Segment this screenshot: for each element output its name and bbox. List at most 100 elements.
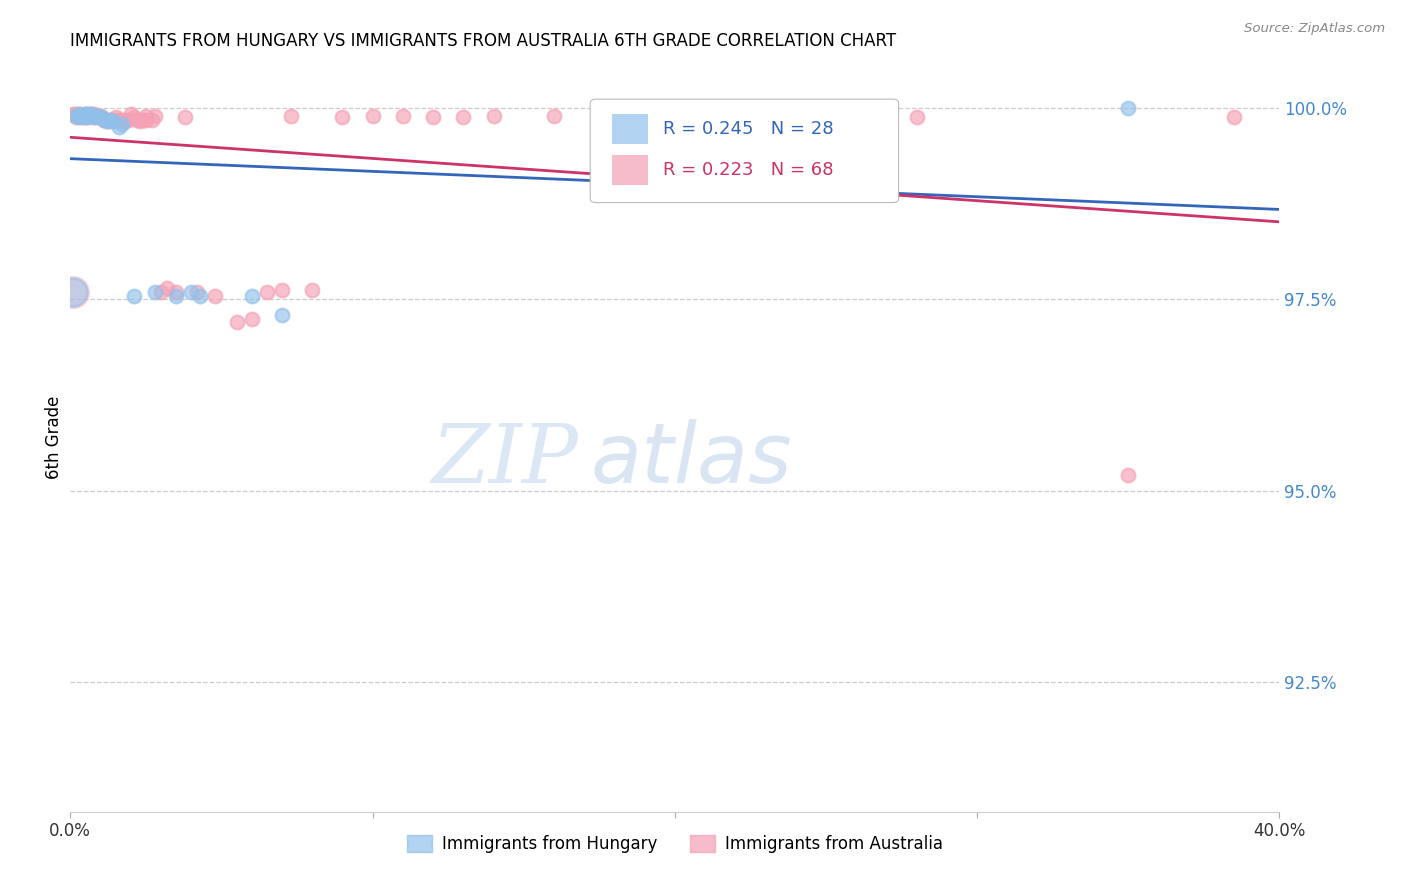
- Point: [1116, 101, 1139, 115]
- Point: [125, 112, 148, 127]
- Point: [72, 109, 94, 123]
- Point: [62, 285, 84, 299]
- Point: [104, 112, 127, 127]
- Point: [150, 285, 172, 299]
- Point: [240, 288, 263, 302]
- Point: [128, 114, 150, 128]
- Point: [90, 111, 111, 125]
- Point: [143, 285, 166, 299]
- Point: [165, 285, 187, 299]
- Point: [101, 114, 124, 128]
- Text: ZIP: ZIP: [432, 419, 578, 500]
- Point: [280, 109, 302, 123]
- Point: [98, 114, 121, 128]
- Text: R = 0.245   N = 28: R = 0.245 N = 28: [662, 120, 834, 138]
- Point: [114, 112, 136, 127]
- Point: [80, 109, 103, 123]
- Point: [65, 109, 87, 123]
- Point: [75, 111, 97, 125]
- Point: [188, 288, 211, 302]
- Point: [114, 114, 136, 128]
- Point: [67, 109, 90, 123]
- Point: [225, 315, 247, 329]
- Point: [543, 109, 565, 123]
- Text: Source: ZipAtlas.com: Source: ZipAtlas.com: [1244, 22, 1385, 36]
- Point: [62, 107, 84, 121]
- Point: [107, 112, 129, 127]
- Point: [122, 288, 145, 302]
- Point: [301, 283, 323, 297]
- Point: [98, 112, 121, 127]
- Point: [107, 120, 129, 135]
- Point: [93, 112, 115, 127]
- Point: [75, 107, 97, 121]
- Text: R = 0.223   N = 68: R = 0.223 N = 68: [662, 161, 834, 179]
- Point: [77, 107, 100, 121]
- Point: [90, 109, 111, 123]
- Point: [135, 109, 157, 123]
- Point: [754, 109, 776, 123]
- Point: [90, 111, 111, 125]
- Point: [122, 111, 145, 125]
- Point: [256, 285, 278, 299]
- Point: [96, 114, 118, 128]
- Point: [422, 111, 444, 125]
- Text: atlas: atlas: [591, 419, 792, 500]
- Point: [72, 109, 94, 123]
- Point: [65, 111, 87, 125]
- Point: [117, 112, 139, 127]
- FancyBboxPatch shape: [612, 114, 648, 145]
- Point: [588, 111, 610, 125]
- Point: [80, 107, 103, 121]
- Point: [83, 107, 105, 121]
- FancyBboxPatch shape: [612, 155, 648, 186]
- Point: [332, 111, 354, 125]
- FancyBboxPatch shape: [591, 99, 898, 202]
- Point: [77, 109, 100, 123]
- Point: [1223, 111, 1246, 125]
- Point: [111, 112, 134, 127]
- Point: [75, 107, 97, 121]
- Point: [361, 109, 384, 123]
- Point: [93, 112, 115, 127]
- Point: [141, 112, 163, 127]
- Point: [648, 111, 671, 125]
- Point: [135, 112, 157, 127]
- Point: [104, 111, 127, 125]
- Point: [453, 111, 475, 125]
- Point: [67, 107, 90, 121]
- Point: [75, 111, 97, 125]
- Point: [905, 111, 928, 125]
- Point: [62, 285, 84, 299]
- Point: [67, 111, 90, 125]
- Point: [86, 109, 108, 123]
- Point: [101, 112, 124, 127]
- Point: [67, 107, 90, 121]
- Point: [96, 112, 118, 127]
- Point: [143, 109, 166, 123]
- Point: [132, 112, 155, 127]
- Point: [391, 109, 415, 123]
- Y-axis label: 6th Grade: 6th Grade: [45, 395, 63, 479]
- Point: [165, 288, 187, 302]
- Point: [204, 288, 226, 302]
- Point: [96, 114, 118, 128]
- Point: [174, 111, 197, 125]
- Point: [80, 107, 103, 121]
- Point: [186, 285, 208, 299]
- Point: [270, 308, 294, 322]
- Point: [107, 114, 129, 128]
- Point: [83, 111, 105, 125]
- Point: [80, 109, 103, 123]
- Point: [1116, 468, 1139, 483]
- Point: [709, 109, 731, 123]
- Legend: Immigrants from Hungary, Immigrants from Australia: Immigrants from Hungary, Immigrants from…: [399, 828, 950, 860]
- Point: [180, 285, 202, 299]
- Point: [86, 109, 108, 123]
- Point: [77, 107, 100, 121]
- Point: [240, 311, 263, 326]
- Text: IMMIGRANTS FROM HUNGARY VS IMMIGRANTS FROM AUSTRALIA 6TH GRADE CORRELATION CHART: IMMIGRANTS FROM HUNGARY VS IMMIGRANTS FR…: [70, 32, 897, 50]
- Point: [83, 109, 105, 123]
- Point: [111, 117, 134, 131]
- Point: [270, 283, 294, 297]
